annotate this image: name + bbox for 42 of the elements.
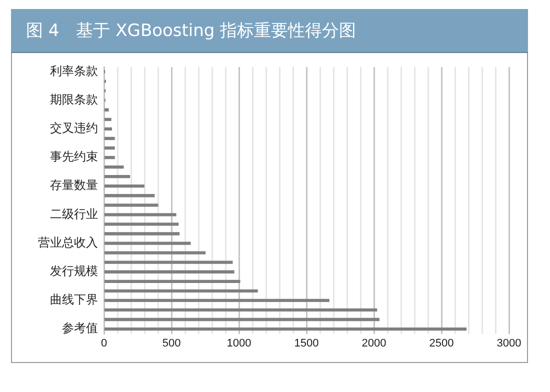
bar: [104, 308, 378, 312]
bar: [104, 251, 206, 254]
x-tick-label: 0: [100, 337, 108, 350]
x-tick-label: 500: [162, 337, 181, 350]
bar: [104, 232, 180, 236]
bar: [104, 165, 124, 169]
x-tick-label: 3000: [496, 337, 522, 350]
x-tick-label: 2000: [362, 337, 386, 350]
y-tick-label: 二级行业: [50, 206, 98, 221]
bar: [104, 146, 115, 150]
y-tick-label: 利率条款: [50, 64, 98, 78]
bar: [104, 318, 380, 322]
bar: [104, 242, 191, 245]
bar: [104, 156, 115, 160]
x-tick-label: 2500: [429, 337, 454, 350]
y-tick-label: 曲线下界: [50, 292, 98, 307]
bar: [104, 260, 233, 264]
y-tick-label: 营业总收入: [38, 235, 98, 250]
bar: [104, 184, 144, 188]
bar: [104, 108, 109, 112]
x-tick-label: 1500: [294, 337, 319, 350]
bar: [104, 204, 158, 207]
bar: [104, 118, 112, 121]
bar: [104, 194, 155, 198]
bar: [104, 270, 234, 274]
bar: [104, 289, 258, 292]
bar: [104, 298, 330, 302]
bar: [104, 136, 115, 140]
y-tick-label: 期限条款: [50, 92, 98, 106]
bar: [104, 175, 130, 178]
y-tick-label: 存量数量: [50, 178, 98, 192]
bar: [104, 280, 240, 283]
y-tick-label: 事先约束: [50, 150, 98, 164]
bar: [104, 222, 179, 226]
y-tick-label: 参考值: [62, 321, 98, 336]
bar: [104, 127, 112, 131]
y-tick-label: 发行规模: [50, 264, 98, 278]
x-tick-label: 1000: [226, 337, 252, 350]
bar: [104, 327, 467, 331]
chart-title: 图 4 基于 XGBoosting 指标重要性得分图: [11, 9, 528, 53]
bar: [104, 213, 176, 216]
y-tick-label: 交叉违约: [50, 121, 98, 136]
